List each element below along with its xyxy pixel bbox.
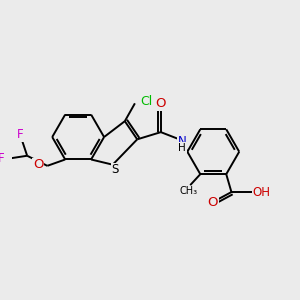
- Text: F: F: [16, 128, 23, 141]
- Text: H: H: [178, 143, 186, 153]
- Text: N: N: [178, 135, 187, 148]
- Text: O: O: [156, 97, 166, 110]
- Text: OH: OH: [252, 185, 270, 199]
- Text: S: S: [111, 164, 119, 176]
- Text: Cl: Cl: [140, 94, 152, 107]
- Text: O: O: [33, 158, 43, 172]
- Text: CH₃: CH₃: [180, 187, 198, 196]
- Text: F: F: [0, 152, 4, 165]
- Text: O: O: [208, 196, 218, 209]
